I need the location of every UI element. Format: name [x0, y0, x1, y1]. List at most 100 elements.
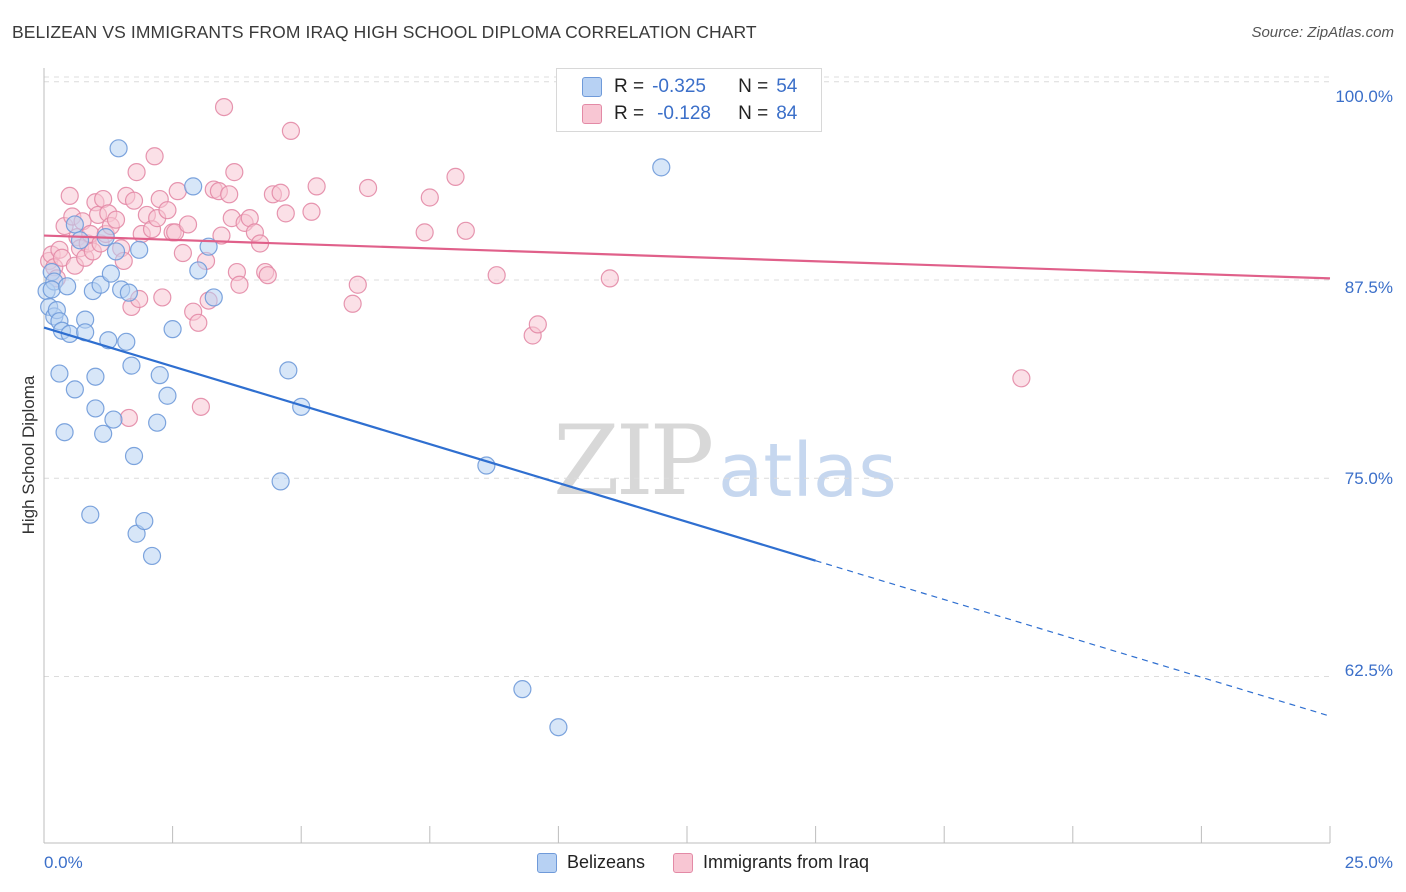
belizean-point: [199, 237, 218, 256]
iraq-point: [258, 266, 277, 285]
pink-swatch-icon: [673, 852, 693, 873]
belizean-point: [101, 264, 120, 283]
legend-row-iraq: R = -0.128 N = 84: [582, 102, 797, 126]
watermark-zip: ZIP: [553, 405, 714, 517]
belizean-point: [86, 399, 105, 418]
iraq-point: [358, 178, 378, 198]
iraq-point: [158, 201, 177, 220]
belizean-point: [91, 275, 110, 294]
iraq-point: [127, 163, 146, 182]
iraq-point: [271, 183, 290, 202]
iraq-point: [212, 226, 231, 245]
belizean-point: [81, 505, 100, 524]
belizean-point: [42, 280, 61, 299]
iraq-point: [302, 202, 321, 221]
belizean-point: [148, 413, 167, 432]
legend-label-iraq: Immigrants from Iraq: [703, 852, 870, 872]
belizean-point: [549, 718, 568, 737]
iraq-point: [124, 191, 144, 210]
belizean-point: [104, 410, 123, 429]
x-tick-25: 25.0%: [1344, 853, 1393, 872]
belizean-point: [106, 242, 126, 261]
belizean-point: [477, 456, 496, 475]
iraq-point: [420, 188, 439, 207]
chart-title: BELIZEAN VS IMMIGRANTS FROM IRAQ HIGH SC…: [12, 22, 757, 42]
y-tick-100: 100.0%: [1335, 87, 1393, 106]
y-axis-label: High School Diploma: [19, 375, 38, 535]
iraq-point: [106, 210, 126, 229]
iraq-point: [487, 266, 506, 285]
iraq-point: [230, 275, 249, 294]
r-label: R =: [614, 76, 645, 97]
legend-label-belizeans: Belizeans: [566, 852, 645, 872]
iraq-point: [145, 147, 164, 166]
iraq-point: [600, 269, 619, 288]
iraq-point: [214, 97, 234, 117]
iraq-point: [189, 313, 208, 332]
iraq-point: [153, 288, 172, 307]
iraq-point: [173, 243, 192, 263]
iraq-point: [119, 408, 138, 428]
iraq-point: [456, 221, 475, 240]
iraq-point: [178, 215, 198, 234]
iraq-point: [276, 204, 295, 223]
blue-swatch-icon: [582, 77, 602, 97]
belizean-point: [158, 386, 177, 405]
trend-line-belizeans: [43, 326, 816, 562]
belizean-point: [163, 320, 182, 339]
iraq-point: [220, 185, 239, 204]
belizean-point: [117, 332, 136, 351]
n-value: 84: [776, 103, 798, 124]
belizean-point: [189, 261, 208, 280]
n-value: 54: [776, 76, 798, 97]
belizean-point: [99, 331, 118, 350]
series-legend: Belizeans Immigrants from Iraq: [0, 852, 1406, 873]
belizean-point: [70, 231, 90, 250]
iraq-point: [348, 275, 367, 294]
iraq-point: [307, 177, 326, 196]
iraq-point: [191, 397, 210, 416]
belizean-point: [55, 423, 74, 442]
iraq-point: [446, 167, 465, 186]
belizean-point: [119, 283, 138, 302]
belizean-point: [150, 366, 169, 385]
belizean-point: [94, 424, 113, 443]
pink-swatch-icon: [582, 104, 602, 124]
belizean-point: [142, 546, 162, 566]
iraq-point: [168, 182, 187, 201]
r-value: -0.128: [657, 103, 711, 124]
belizean-point: [652, 158, 671, 177]
belizean-point: [58, 277, 77, 296]
r-label: R =: [614, 103, 645, 124]
legend-row-belizeans: R = -0.325 N = 54: [582, 75, 797, 99]
iraq-point: [60, 186, 79, 206]
iraq-point: [225, 163, 244, 182]
belizean-point: [184, 177, 203, 196]
n-label: N =: [738, 103, 769, 124]
legend-item-iraq[interactable]: Immigrants from Iraq: [673, 852, 869, 873]
belizean-point: [271, 472, 290, 491]
source-label: Source: ZipAtlas.com: [1251, 24, 1394, 41]
belizean-point: [135, 511, 154, 531]
iraq-point: [1012, 369, 1031, 388]
iraq-point: [343, 294, 362, 313]
belizean-point: [279, 361, 298, 380]
blue-swatch-icon: [536, 852, 557, 873]
legend-item-belizeans[interactable]: Belizeans: [536, 852, 645, 873]
correlation-legend: R = -0.325 N = 54 R = -0.128 N = 84: [556, 68, 822, 132]
belizean-point: [86, 367, 105, 386]
belizean-point: [124, 446, 144, 466]
x-tick-0: 0.0%: [44, 853, 83, 872]
trend-line-iraq: [43, 234, 1331, 280]
belizean-point: [109, 139, 128, 158]
iraq-point: [415, 223, 434, 242]
y-tick-87-5: 87.5%: [1344, 278, 1393, 297]
belizean-point: [65, 380, 84, 399]
iraq-point: [528, 315, 547, 334]
belizean-point: [513, 680, 532, 699]
watermark-atlas: atlas: [718, 428, 897, 514]
belizean-point: [50, 364, 69, 383]
trend-line-extension-belizeans: [815, 560, 1331, 717]
iraq-point: [281, 121, 301, 140]
